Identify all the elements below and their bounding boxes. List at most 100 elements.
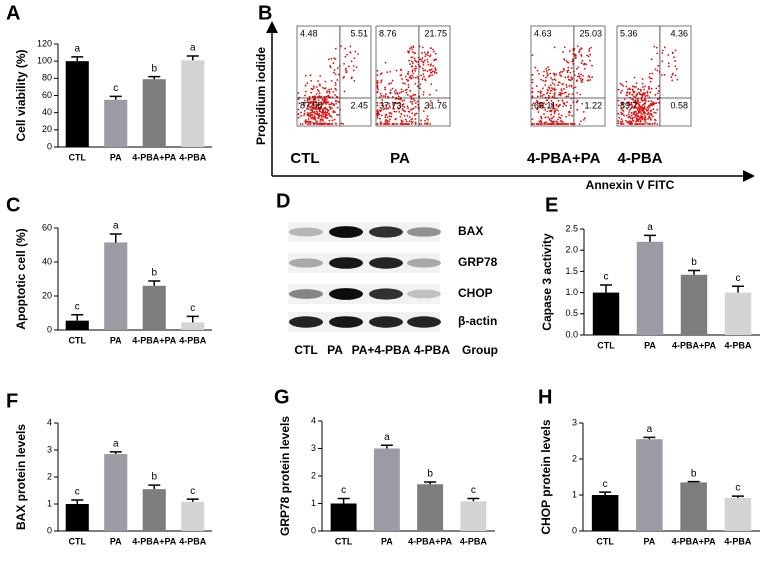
quadrant-value: 69.11 (534, 100, 556, 110)
cell-dot (399, 115, 402, 118)
cell-dot (376, 116, 379, 119)
cell-dot (418, 123, 421, 125)
cell-dot (638, 111, 641, 113)
cell-dot (332, 71, 335, 74)
error-bar (687, 480, 700, 483)
cell-dot (641, 104, 644, 107)
cell-dot (624, 119, 627, 122)
cell-dot (531, 123, 534, 125)
cell-dot (566, 71, 569, 74)
cell-dot (414, 76, 417, 79)
cell-dot (654, 68, 657, 71)
cell-dot (408, 110, 411, 113)
cell-dot (549, 72, 552, 75)
cell-dot (313, 110, 316, 113)
cell-dot (321, 109, 324, 112)
cell-dot (546, 72, 549, 75)
cell-dot (300, 115, 303, 117)
cell-dot (640, 107, 643, 110)
cell-dot (379, 122, 382, 125)
cell-dot (647, 111, 650, 114)
cell-dot (313, 99, 316, 102)
cell-dot (328, 95, 331, 98)
cell-dot (307, 115, 310, 117)
cell-dot (644, 91, 647, 94)
cell-dot (394, 93, 397, 95)
cell-dot (435, 71, 438, 74)
bar (724, 497, 752, 531)
x-tick-label: PA (110, 536, 122, 546)
cell-dot (411, 70, 414, 73)
cell-dot (421, 57, 424, 59)
cell-dot (555, 108, 558, 111)
bar (142, 79, 166, 147)
cell-dot (395, 110, 398, 113)
x-tick-label: CTL (69, 536, 87, 546)
cell-dot (645, 121, 648, 124)
cell-dot (334, 87, 337, 90)
cell-dot (569, 104, 572, 107)
cell-dot (641, 118, 644, 121)
cell-dot (633, 110, 636, 113)
cell-dot (620, 101, 623, 104)
cell-dot (652, 115, 654, 118)
cell-dot (329, 114, 332, 117)
cell-dot (562, 82, 565, 85)
y-tick-label: 60 (42, 90, 52, 100)
flow-plot (296, 25, 372, 127)
cell-dot (617, 104, 620, 107)
cell-dot (329, 65, 331, 67)
cell-dot (553, 92, 556, 94)
cell-dot (402, 82, 405, 85)
cell-dot (392, 105, 395, 107)
cell-dot (334, 81, 337, 84)
cell-dot (559, 120, 562, 123)
cell-dot (310, 106, 312, 108)
cell-dot (641, 99, 644, 102)
cell-dot (392, 107, 395, 110)
cell-dot (435, 89, 438, 92)
cell-dot (562, 51, 564, 53)
cell-dot (304, 90, 307, 93)
cell-dot (326, 90, 329, 93)
cell-dot (312, 100, 314, 103)
cell-dot (627, 101, 630, 104)
blot-band (369, 226, 403, 238)
cell-dot (317, 80, 320, 82)
cell-dot (539, 95, 542, 97)
cell-dot (587, 75, 590, 77)
cell-dot (540, 78, 542, 81)
bar (636, 439, 663, 531)
y-tick-label: 4 (47, 417, 52, 427)
cell-dot (651, 123, 654, 125)
cell-dot (644, 102, 647, 104)
cell-dot (319, 95, 322, 98)
cell-dot (336, 79, 339, 81)
cell-dot (643, 107, 646, 110)
cell-dot (342, 123, 345, 125)
cell-dot (319, 123, 321, 125)
cell-dot (619, 121, 622, 123)
cell-dot (309, 101, 311, 104)
cell-dot (426, 115, 429, 118)
cell-dot (631, 88, 634, 91)
cell-dot (411, 69, 414, 71)
cell-dot (376, 87, 379, 89)
cell-dot (429, 104, 431, 107)
y-axis-label: GRP78 protein levels (278, 416, 292, 536)
cell-dot (657, 98, 659, 101)
cell-dot (422, 93, 425, 96)
cell-dot (380, 108, 383, 111)
cell-dot (400, 112, 403, 115)
cell-dot (304, 74, 307, 77)
cell-dot (335, 99, 337, 102)
significance-letter: b (691, 468, 697, 479)
cell-dot (325, 98, 328, 101)
cell-dot (639, 120, 642, 123)
cell-dot (628, 115, 631, 118)
bar (104, 242, 128, 330)
cell-dot (576, 45, 579, 48)
cell-dot (412, 45, 415, 48)
cell-dot (405, 91, 408, 94)
quadrant-value: 8.76 (379, 28, 397, 38)
